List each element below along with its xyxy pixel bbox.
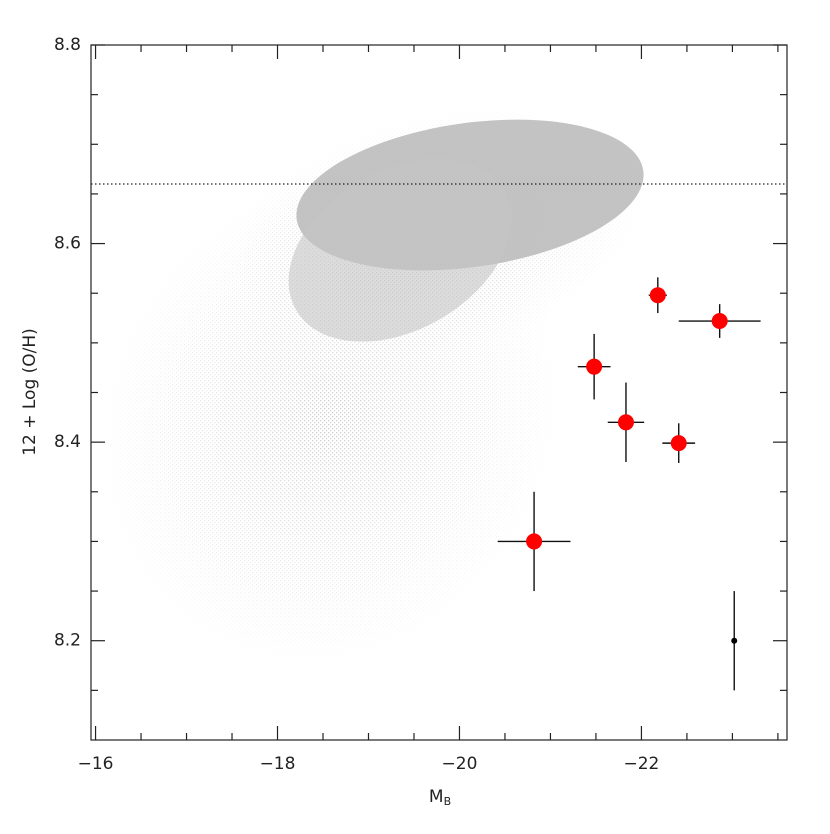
x-tick-label: −18 [260,754,296,774]
x-axis-label-main: M [429,787,444,807]
data-point [586,358,603,375]
x-tick-label: −22 [623,754,659,774]
data-point [711,313,728,330]
x-tick-label: −20 [442,754,478,774]
data-point [731,637,738,644]
y-axis-label: 12 + Log (O/H) [20,328,40,456]
y-tick-label: 8.2 [54,631,81,651]
data-point [617,414,634,431]
x-axis-label: MB [429,787,451,808]
y-tick-label: 8.8 [54,35,81,55]
data-point [649,287,666,304]
x-axis-label-sub: B [444,795,452,808]
y-tick-label: 8.4 [54,432,81,452]
y-tick-label: 8.6 [54,234,81,254]
data-point [526,533,543,550]
data-point [670,435,687,452]
background-cloud [91,45,787,740]
x-tick-label: −16 [78,754,114,774]
